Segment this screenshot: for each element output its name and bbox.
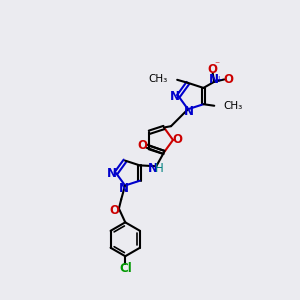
Text: O: O: [172, 134, 183, 146]
Text: N: N: [118, 182, 128, 195]
Text: O: O: [223, 73, 233, 86]
Text: O: O: [109, 204, 119, 217]
Text: N: N: [184, 105, 194, 118]
Text: CH₃: CH₃: [224, 101, 243, 111]
Text: Cl: Cl: [119, 262, 132, 275]
Text: +: +: [216, 75, 222, 84]
Text: CH₃: CH₃: [149, 74, 168, 84]
Text: O: O: [137, 139, 147, 152]
Text: N: N: [107, 167, 117, 180]
Text: N: N: [209, 73, 219, 86]
Text: H: H: [155, 162, 164, 175]
Text: O: O: [207, 63, 217, 76]
Text: N: N: [170, 90, 180, 103]
Text: ⁻: ⁻: [214, 61, 219, 70]
Text: N: N: [147, 162, 158, 175]
